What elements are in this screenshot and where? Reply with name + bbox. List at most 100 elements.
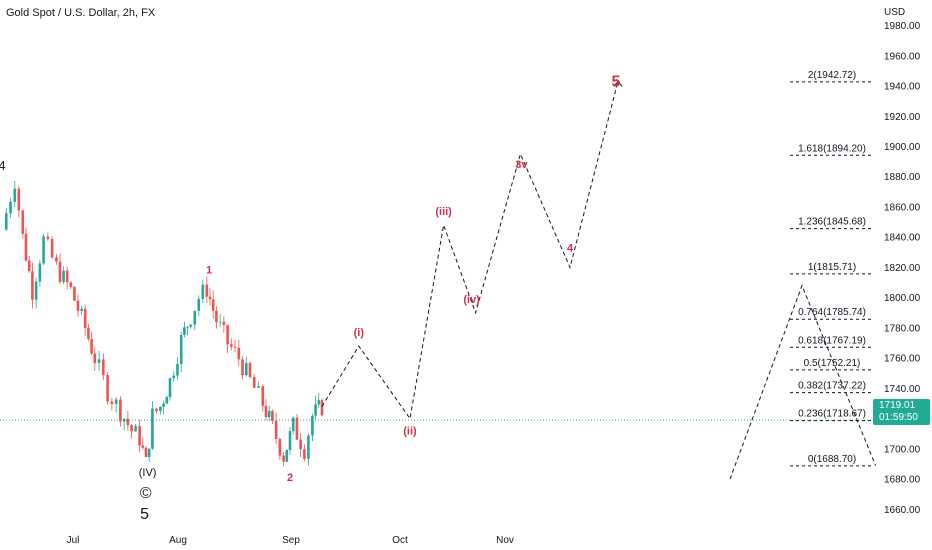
x-axis: Jul Aug Sep Oct Nov — [67, 535, 514, 546]
candle-body — [208, 296, 212, 300]
candle-body — [34, 281, 38, 300]
candle-body — [230, 344, 233, 347]
current-price-value: 1719.01 — [879, 400, 916, 411]
candle-body — [106, 375, 109, 402]
candle-body — [252, 377, 256, 388]
candle-body — [215, 310, 218, 323]
candle-body — [110, 401, 114, 404]
candle-body — [307, 435, 310, 459]
candle-body — [303, 449, 306, 459]
wave-labels: 4 1 2 (i) (ii) (iii) (iv) 3v 4 5 © 5 (IV) — [0, 73, 621, 523]
candle-body — [130, 425, 133, 432]
candle-body — [46, 236, 50, 240]
fib-label: 0.5(1752.21) — [804, 358, 861, 369]
candle-body — [165, 397, 169, 404]
currency-label: USD — [884, 7, 906, 18]
candle-body — [311, 415, 314, 436]
candle-body — [17, 188, 21, 211]
candle-body — [291, 417, 295, 432]
x-tick-label: Sep — [282, 535, 300, 546]
wave-label: 5 — [612, 73, 621, 90]
fib-label: 1(1815.71) — [808, 262, 856, 273]
candle-body — [151, 408, 154, 449]
candle-body — [226, 325, 229, 345]
candle-body — [271, 410, 274, 421]
candle-body — [159, 406, 162, 412]
candle-body — [183, 327, 186, 335]
candle-body — [179, 334, 183, 365]
y-tick-label: 1740.00 — [884, 384, 921, 395]
candle-body — [320, 400, 324, 416]
candle-body — [87, 328, 90, 340]
y-tick-label: 1860.00 — [884, 202, 921, 213]
candle-body — [65, 270, 69, 283]
y-tick-label: 1820.00 — [884, 263, 921, 274]
candle-body — [278, 439, 282, 456]
projection-path — [321, 80, 877, 480]
candle-body — [31, 271, 34, 300]
wave-label: (ii) — [403, 426, 417, 438]
x-tick-label: Nov — [496, 535, 514, 546]
candles — [4, 180, 324, 467]
candle-body — [97, 359, 101, 364]
candle-body — [197, 298, 201, 311]
candle-body — [55, 257, 58, 262]
candle-body — [102, 359, 105, 376]
candle-body — [218, 321, 222, 323]
candle-body — [122, 418, 126, 422]
projection-line — [321, 81, 619, 420]
y-tick-label: 1980.00 — [884, 21, 921, 32]
candle-body — [172, 375, 176, 379]
candle-body — [257, 386, 260, 388]
candle-body — [314, 404, 317, 416]
candle-body — [4, 213, 8, 230]
y-tick-label: 1960.00 — [884, 51, 921, 62]
candle-body — [299, 439, 302, 450]
y-tick-label: 1660.00 — [884, 505, 921, 516]
candle-body — [168, 378, 172, 398]
candle-body — [13, 188, 17, 202]
candle-body — [201, 284, 205, 299]
wave-label: 1 — [206, 265, 212, 277]
arrowhead-icon — [613, 80, 623, 87]
fib-label: 0.618(1767.19) — [798, 335, 866, 346]
candle-body — [50, 239, 54, 258]
y-tick-label: 1940.00 — [884, 82, 921, 93]
candle-body — [38, 263, 42, 282]
candle-body — [241, 359, 244, 376]
fib-label: 0.236(1718.67) — [798, 409, 866, 420]
y-axis: 1980.00 1960.00 1940.00 1920.00 1900.00 1880.… — [884, 21, 921, 516]
candle-body — [274, 420, 278, 440]
candle-body — [144, 447, 148, 457]
projection-line-right — [729, 284, 877, 480]
candle-body — [42, 236, 45, 264]
candle-body — [244, 362, 248, 376]
y-tick-label: 1900.00 — [884, 142, 921, 153]
candle-body — [211, 299, 215, 311]
candle-body — [73, 286, 76, 301]
wave-label: 2 — [287, 472, 293, 484]
x-tick-label: Jul — [67, 535, 80, 546]
fib-label: 0(1688.70) — [808, 454, 856, 465]
x-tick-label: Oct — [392, 535, 408, 546]
fib-label: 0.382(1737.22) — [798, 381, 866, 392]
wave-label: (iii) — [435, 206, 452, 218]
wave-label: 4 — [0, 158, 6, 173]
candle-body — [21, 210, 25, 234]
y-tick-label: 1700.00 — [884, 444, 921, 455]
candle-body — [155, 408, 158, 412]
candle-body — [147, 448, 151, 457]
candle-body — [205, 284, 209, 297]
candle-body — [267, 410, 271, 418]
current-price-tag: 1719.01 01:59:50 — [873, 399, 930, 425]
candle-body — [288, 431, 292, 450]
y-tick-label: 1800.00 — [884, 293, 921, 304]
candle-body — [141, 445, 145, 448]
candle-body — [176, 364, 179, 376]
wave-label: © — [140, 485, 152, 502]
candle-body — [9, 201, 12, 214]
wave-label: 4 — [567, 242, 574, 254]
candle-body — [162, 403, 165, 407]
candle-body — [114, 399, 118, 404]
